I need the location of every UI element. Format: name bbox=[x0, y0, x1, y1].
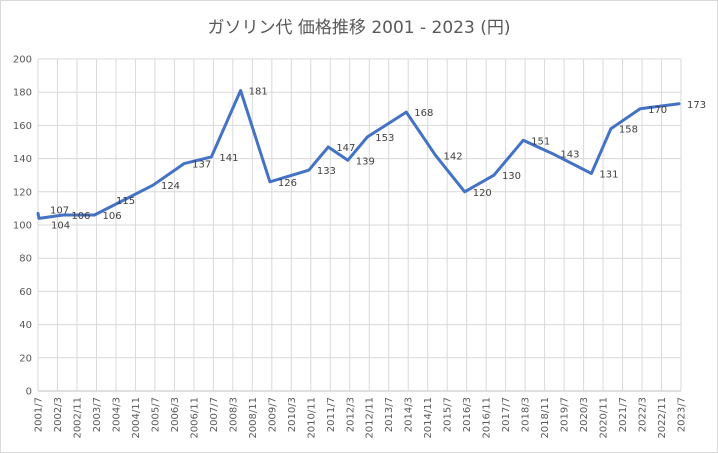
x-tick-label: 2018/3 bbox=[521, 397, 532, 432]
x-tick-label: 2005/7 bbox=[150, 397, 161, 432]
x-tick-label: 2006/11 bbox=[189, 397, 200, 439]
x-tick-label: 2016/11 bbox=[482, 397, 493, 439]
data-label: 124 bbox=[161, 181, 180, 192]
data-label: 168 bbox=[414, 108, 433, 119]
data-label: 170 bbox=[648, 105, 667, 116]
x-tick-label: 2006/3 bbox=[170, 397, 181, 432]
y-tick-label: 200 bbox=[13, 55, 32, 66]
data-label: 158 bbox=[619, 125, 638, 136]
x-tick-label: 2014/3 bbox=[404, 397, 415, 432]
x-tick-label: 2019/7 bbox=[560, 397, 571, 432]
x-tick-label: 2004/3 bbox=[111, 397, 122, 432]
y-tick-label: 120 bbox=[13, 187, 32, 198]
y-tick-label: 20 bbox=[19, 353, 32, 364]
chart-title: ガソリン代 価格推移 2001 - 2023 (円) bbox=[207, 18, 511, 38]
y-tick-label: 60 bbox=[19, 287, 32, 298]
data-label: 115 bbox=[116, 196, 135, 207]
y-tick-label: 40 bbox=[19, 320, 32, 331]
x-tick-label: 2016/3 bbox=[462, 397, 473, 432]
x-tick-label: 2020/3 bbox=[579, 397, 590, 432]
x-tick-label: 2010/3 bbox=[287, 397, 298, 432]
x-tick-label: 2010/11 bbox=[306, 397, 317, 439]
data-label: 120 bbox=[473, 188, 492, 199]
series-line bbox=[36, 89, 681, 220]
x-tick-label: 2012/11 bbox=[365, 397, 376, 439]
data-label: 126 bbox=[278, 178, 297, 189]
y-tick-label: 100 bbox=[13, 221, 32, 232]
x-tick-label: 2023/7 bbox=[677, 397, 688, 432]
data-label: 106 bbox=[103, 211, 122, 222]
data-label: 137 bbox=[192, 160, 211, 171]
data-label: 133 bbox=[317, 166, 336, 177]
data-label: 153 bbox=[375, 133, 394, 144]
data-label: 143 bbox=[560, 150, 579, 161]
x-tick-label: 2001/7 bbox=[34, 397, 45, 432]
y-tick-label: 80 bbox=[19, 254, 32, 265]
x-tick-label: 2017/7 bbox=[501, 397, 512, 432]
data-label: 130 bbox=[502, 171, 521, 182]
data-label: 142 bbox=[443, 151, 462, 162]
x-tick-label: 2014/11 bbox=[423, 397, 434, 439]
y-tick-label: 160 bbox=[13, 121, 32, 132]
data-label: 147 bbox=[336, 143, 355, 154]
data-label: 131 bbox=[599, 170, 618, 181]
data-label: 141 bbox=[219, 153, 238, 164]
x-tick-label: 2003/7 bbox=[92, 397, 103, 432]
data-label: 181 bbox=[249, 87, 268, 98]
data-label: 104 bbox=[51, 220, 70, 231]
data-label: 107 bbox=[50, 205, 69, 216]
x-tick-label: 2002/3 bbox=[53, 397, 64, 432]
x-tick-label: 2009/7 bbox=[267, 397, 278, 432]
x-tick-label: 2022/11 bbox=[657, 397, 668, 439]
x-tick-label: 2002/11 bbox=[72, 397, 83, 439]
x-tick-label: 2011/7 bbox=[326, 397, 337, 432]
x-tick-label: 2015/7 bbox=[443, 397, 454, 432]
x-tick-label: 2008/3 bbox=[228, 397, 239, 432]
x-tick-label: 2018/11 bbox=[540, 397, 551, 439]
data-label: 151 bbox=[531, 136, 550, 147]
y-tick-label: 180 bbox=[13, 88, 32, 99]
data-label: 139 bbox=[356, 156, 375, 167]
x-tick-label: 2012/3 bbox=[345, 397, 356, 432]
y-tick-label: 140 bbox=[13, 154, 32, 165]
x-tick-label: 2004/11 bbox=[131, 397, 142, 439]
data-label: 106 bbox=[71, 211, 90, 222]
x-tick-label: 2020/11 bbox=[599, 397, 610, 439]
x-tick-label: 2022/3 bbox=[638, 397, 649, 432]
x-tick-label: 2021/7 bbox=[618, 397, 629, 432]
x-tick-label: 2013/7 bbox=[384, 397, 395, 432]
x-tick-label: 2007/7 bbox=[209, 397, 220, 432]
data-label: 173 bbox=[687, 100, 706, 111]
x-tick-label: 2008/11 bbox=[248, 397, 259, 439]
y-tick-label: 0 bbox=[26, 387, 32, 398]
